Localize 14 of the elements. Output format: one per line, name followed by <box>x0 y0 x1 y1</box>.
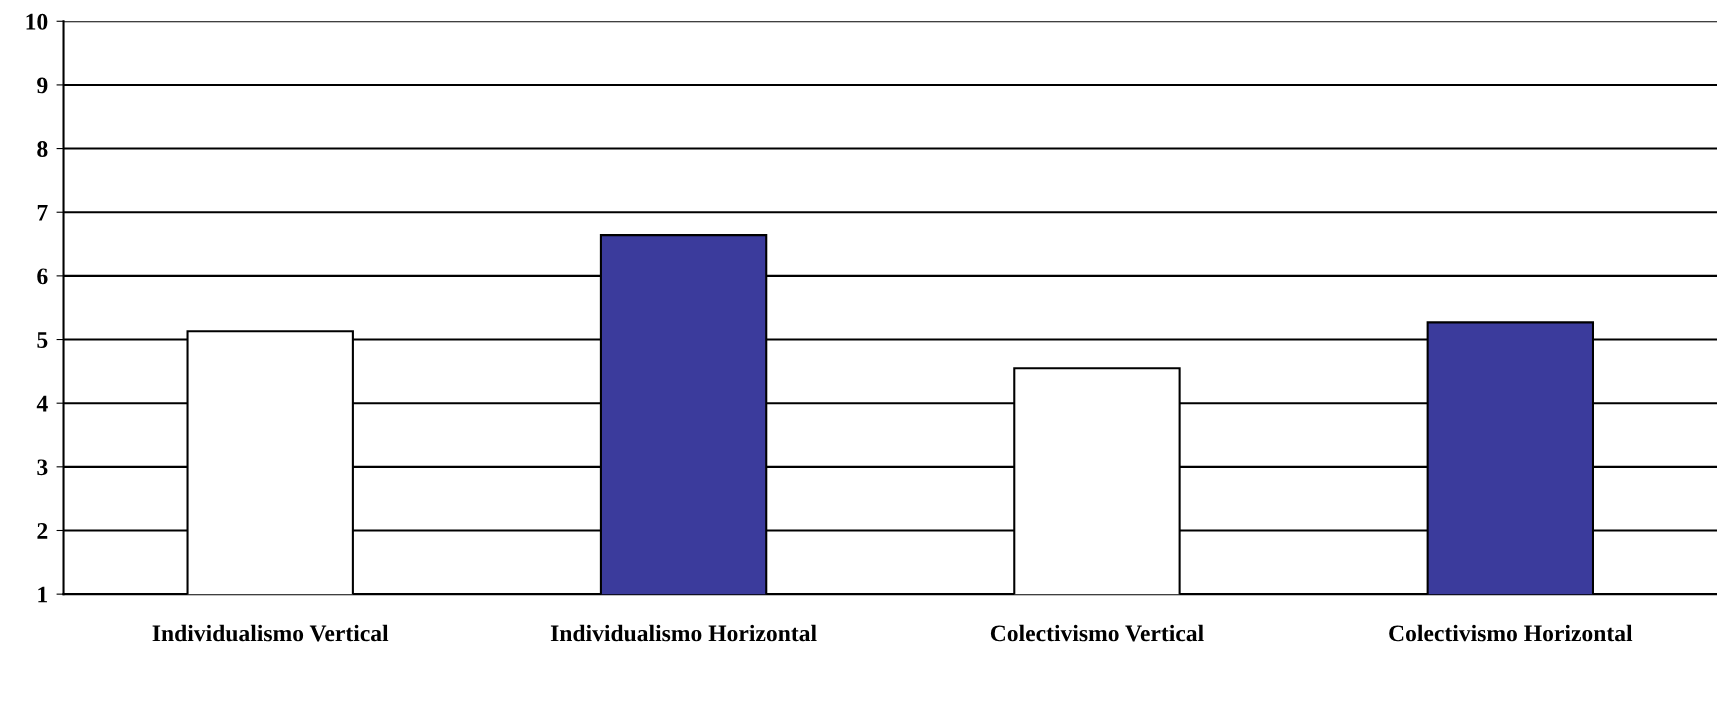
y-tick-label: 7 <box>37 204 48 221</box>
y-tick-label: 5 <box>37 332 48 348</box>
x-tick-label: Colectivismo Horizontal <box>1389 624 1633 642</box>
y-tick-label: 8 <box>37 141 48 157</box>
y-tick-label: 4 <box>36 395 48 412</box>
y-tick-label: 10 <box>26 13 48 30</box>
y-tick-label: 1 <box>38 586 48 603</box>
x-tick-label: Colectivismo Vertical <box>990 624 1204 642</box>
y-tick-label: 9 <box>37 77 48 94</box>
x-tick-label: Individualismo Vertical <box>152 624 389 642</box>
y-tick-label: 2 <box>37 523 48 539</box>
x-tick-label: Individualismo Horizontal <box>550 624 817 642</box>
y-tick-label: 6 <box>37 268 48 285</box>
y-tick-label: 3 <box>37 459 48 476</box>
